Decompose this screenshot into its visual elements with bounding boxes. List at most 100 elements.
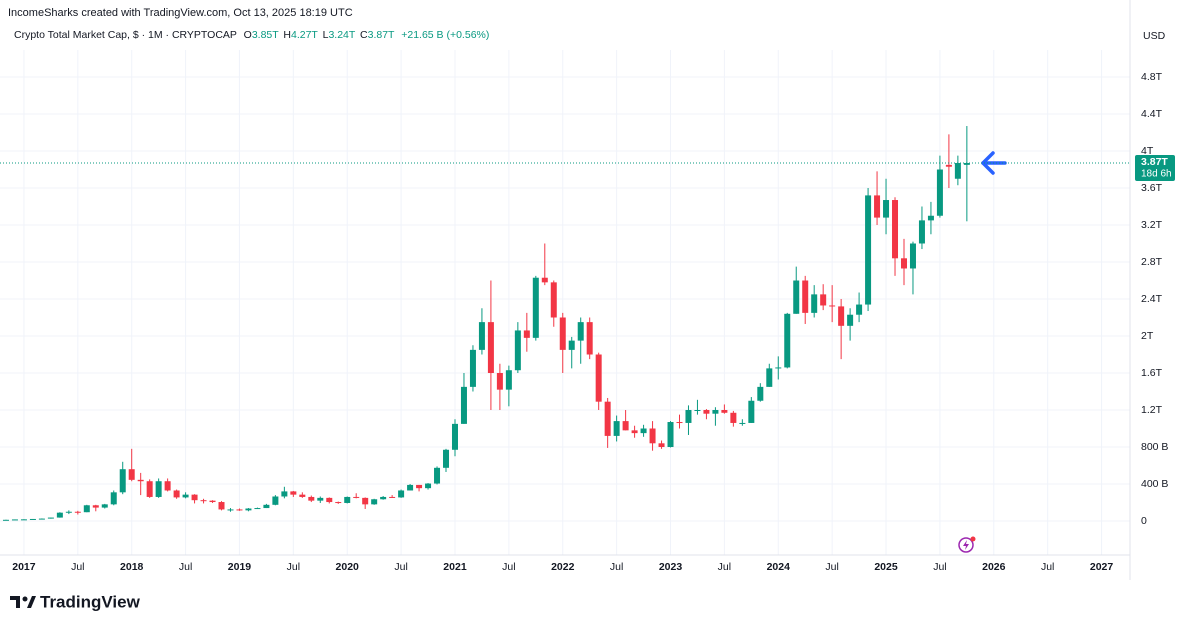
x-tick-label: 2027 [1090,561,1114,573]
x-tick-label: Jul [502,561,515,573]
candle-body [829,305,836,307]
legend-change: +21.65 B (+0.56%) [401,29,489,41]
candle-body [550,282,557,318]
candle-body [335,502,342,504]
y-tick-label: 0 [1141,515,1147,527]
candle-body [425,483,432,489]
candle-body [586,322,593,355]
candle-body [146,481,153,497]
candle-body [469,349,476,387]
candle-body [811,294,818,313]
candle-body [793,280,800,314]
candle-body [694,410,701,411]
y-tick-label: 4.8T [1141,71,1163,83]
candle-body [739,422,746,424]
x-tick-label: 2023 [659,561,683,573]
y-tick-label: 400 B [1141,478,1168,490]
y-tick-label: 1.2T [1141,404,1163,416]
candle-body [74,511,81,513]
legend-key: O [244,29,252,41]
candle-body [649,428,656,444]
candle-body [308,496,315,501]
legend-title: Crypto Total Market Cap, $ · 1M · CRYPTO… [14,29,237,41]
y-tick-label: 800 B [1141,441,1168,453]
candle-body [703,410,710,414]
candle-body [344,496,351,503]
candle-body [47,517,54,519]
candle-body [371,499,378,505]
y-tick-label: 2.4T [1141,293,1163,305]
candle-body [272,496,279,505]
candle-body [101,504,108,508]
y-tick-label: 2.8T [1141,256,1163,268]
x-tick-label: 2024 [767,561,791,573]
candle-body [577,322,584,341]
last-price-box [1135,155,1175,182]
candle-body [532,277,539,338]
candle-body [721,410,728,413]
candle-body [496,373,503,390]
last-price-label: 3.87T [1141,156,1168,168]
candle-body [757,386,764,401]
candle-body [631,430,638,434]
candle-body [56,512,63,518]
event-icon [958,536,976,553]
candle-body [353,496,360,498]
countdown: 18d 6h [1141,169,1172,180]
candle-body [209,500,216,503]
candle-body [182,494,189,498]
candle-body [254,508,261,510]
candle-body [110,492,117,505]
candle-body [83,505,90,513]
candle-body [317,497,324,501]
candle-body [2,519,9,521]
brand: TradingView [40,592,141,611]
candle-body [963,163,970,165]
legend: Crypto Total Market Cap, $ · 1M · CRYPTO… [14,29,489,41]
legend-key: L [323,29,329,41]
candle-body [245,508,252,511]
candle-body [20,519,27,521]
candle-body [398,490,405,498]
candle-body [299,494,306,497]
candle-body [766,368,773,387]
candle-body [29,518,36,520]
candle-body [191,494,198,501]
candle-body [434,467,441,484]
candle-body [487,322,494,373]
candle-body [568,340,575,350]
candle-body [856,304,863,315]
candle-body [883,200,890,218]
candle-body [514,330,521,371]
y-tick-label: 3.6T [1141,182,1163,194]
candle-body [200,500,207,502]
x-tick-label: Jul [1041,561,1054,573]
legend-value: 3.24T [328,29,355,41]
candle-body [918,220,925,244]
candles [2,126,970,521]
candle-body [613,421,620,436]
x-tick-label: Jul [610,561,623,573]
candle-body [65,511,72,513]
candle-body [936,169,943,216]
candle-body [820,294,827,306]
legend-key: C [360,29,368,41]
y-tick-label: 4T [1141,145,1154,157]
attribution: IncomeSharks created with TradingView.co… [8,7,353,19]
candle-body [443,449,450,468]
candle-body [874,195,881,218]
x-tick-label: Jul [933,561,946,573]
x-tick-label: Jul [825,561,838,573]
x-tick-label: Jul [718,561,731,573]
x-tick-label: 2019 [228,561,252,573]
candle-body [263,504,270,509]
candle-body [128,469,135,480]
candle-body [38,518,45,520]
candle-body [389,496,396,498]
x-tick-label: Jul [287,561,300,573]
x-tick-label: Jul [179,561,192,573]
y-tick-label: 1.6T [1141,367,1163,379]
candle-body [595,354,602,402]
candle-body [218,502,225,510]
